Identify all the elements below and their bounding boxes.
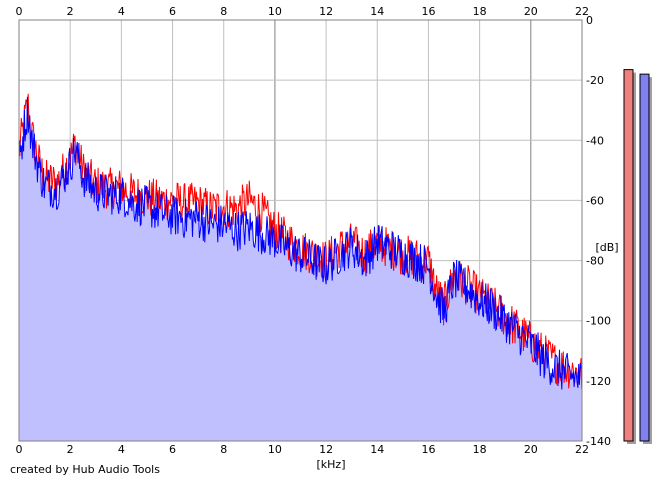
x-tick-label-bottom: 0 (16, 443, 23, 456)
x-tick-label-top: 22 (575, 5, 589, 18)
plot-frame (18, 19, 583, 442)
x-tick-label-top: 20 (524, 5, 538, 18)
series-layer (18, 93, 583, 390)
y-tick-label: -20 (586, 74, 604, 87)
y-tick-label: -80 (586, 255, 604, 268)
x-tick-label-bottom: 18 (473, 443, 487, 456)
x-tick-label-bottom: 12 (319, 443, 333, 456)
x-tick-label-bottom: 2 (67, 443, 74, 456)
x-tick-label-bottom: 4 (118, 443, 125, 456)
x-tick-label-top: 2 (67, 5, 74, 18)
x-tick-label-bottom: 20 (524, 443, 538, 456)
y-tick-label: -40 (586, 134, 604, 147)
x-tick-label-top: 4 (118, 5, 125, 18)
x-tick-label-bottom: 22 (575, 443, 589, 456)
x-tick-label-top: 8 (220, 5, 227, 18)
x-tick-label-bottom: 14 (370, 443, 384, 456)
level-meter-r (639, 73, 650, 442)
x-tick-labels-top: 0 2 4 6 8 10 12 14 16 18 20 22 (16, 5, 590, 18)
series-line-right (18, 96, 582, 390)
x-tick-label-bottom: 8 (220, 443, 227, 456)
y-tick-label: -120 (586, 375, 611, 388)
x-tick-label-top: 6 (169, 5, 176, 18)
x-tick-label-top: 0 (16, 5, 23, 18)
x-tick-label-top: 18 (473, 5, 487, 18)
x-tick-label-top: 14 (370, 5, 384, 18)
x-tick-label-top: 10 (268, 5, 282, 18)
x-tick-label-bottom: 6 (169, 443, 176, 456)
y-tick-label: -60 (586, 194, 604, 207)
x-tick-labels-bottom: 0 2 4 6 8 10 12 14 16 18 20 22 (16, 443, 590, 456)
x-axis-label: [kHz] (317, 458, 346, 471)
credit-text: created by Hub Audio Tools (10, 463, 160, 476)
x-tick-label-top: 12 (319, 5, 333, 18)
x-tick-label-top: 16 (421, 5, 435, 18)
y-tick-labels: 0 -20 -40 -60 -80 -100 -120 -140 (586, 14, 611, 448)
y-tick-label: 0 (586, 14, 593, 27)
x-tick-label-bottom: 16 (421, 443, 435, 456)
y-axis-label: [dB] (595, 241, 618, 254)
level-meters (623, 69, 652, 444)
level-meter-l (623, 69, 634, 442)
x-tick-label-bottom: 10 (268, 443, 282, 456)
y-tick-label: -100 (586, 315, 611, 328)
y-tick-label: -140 (586, 435, 611, 448)
